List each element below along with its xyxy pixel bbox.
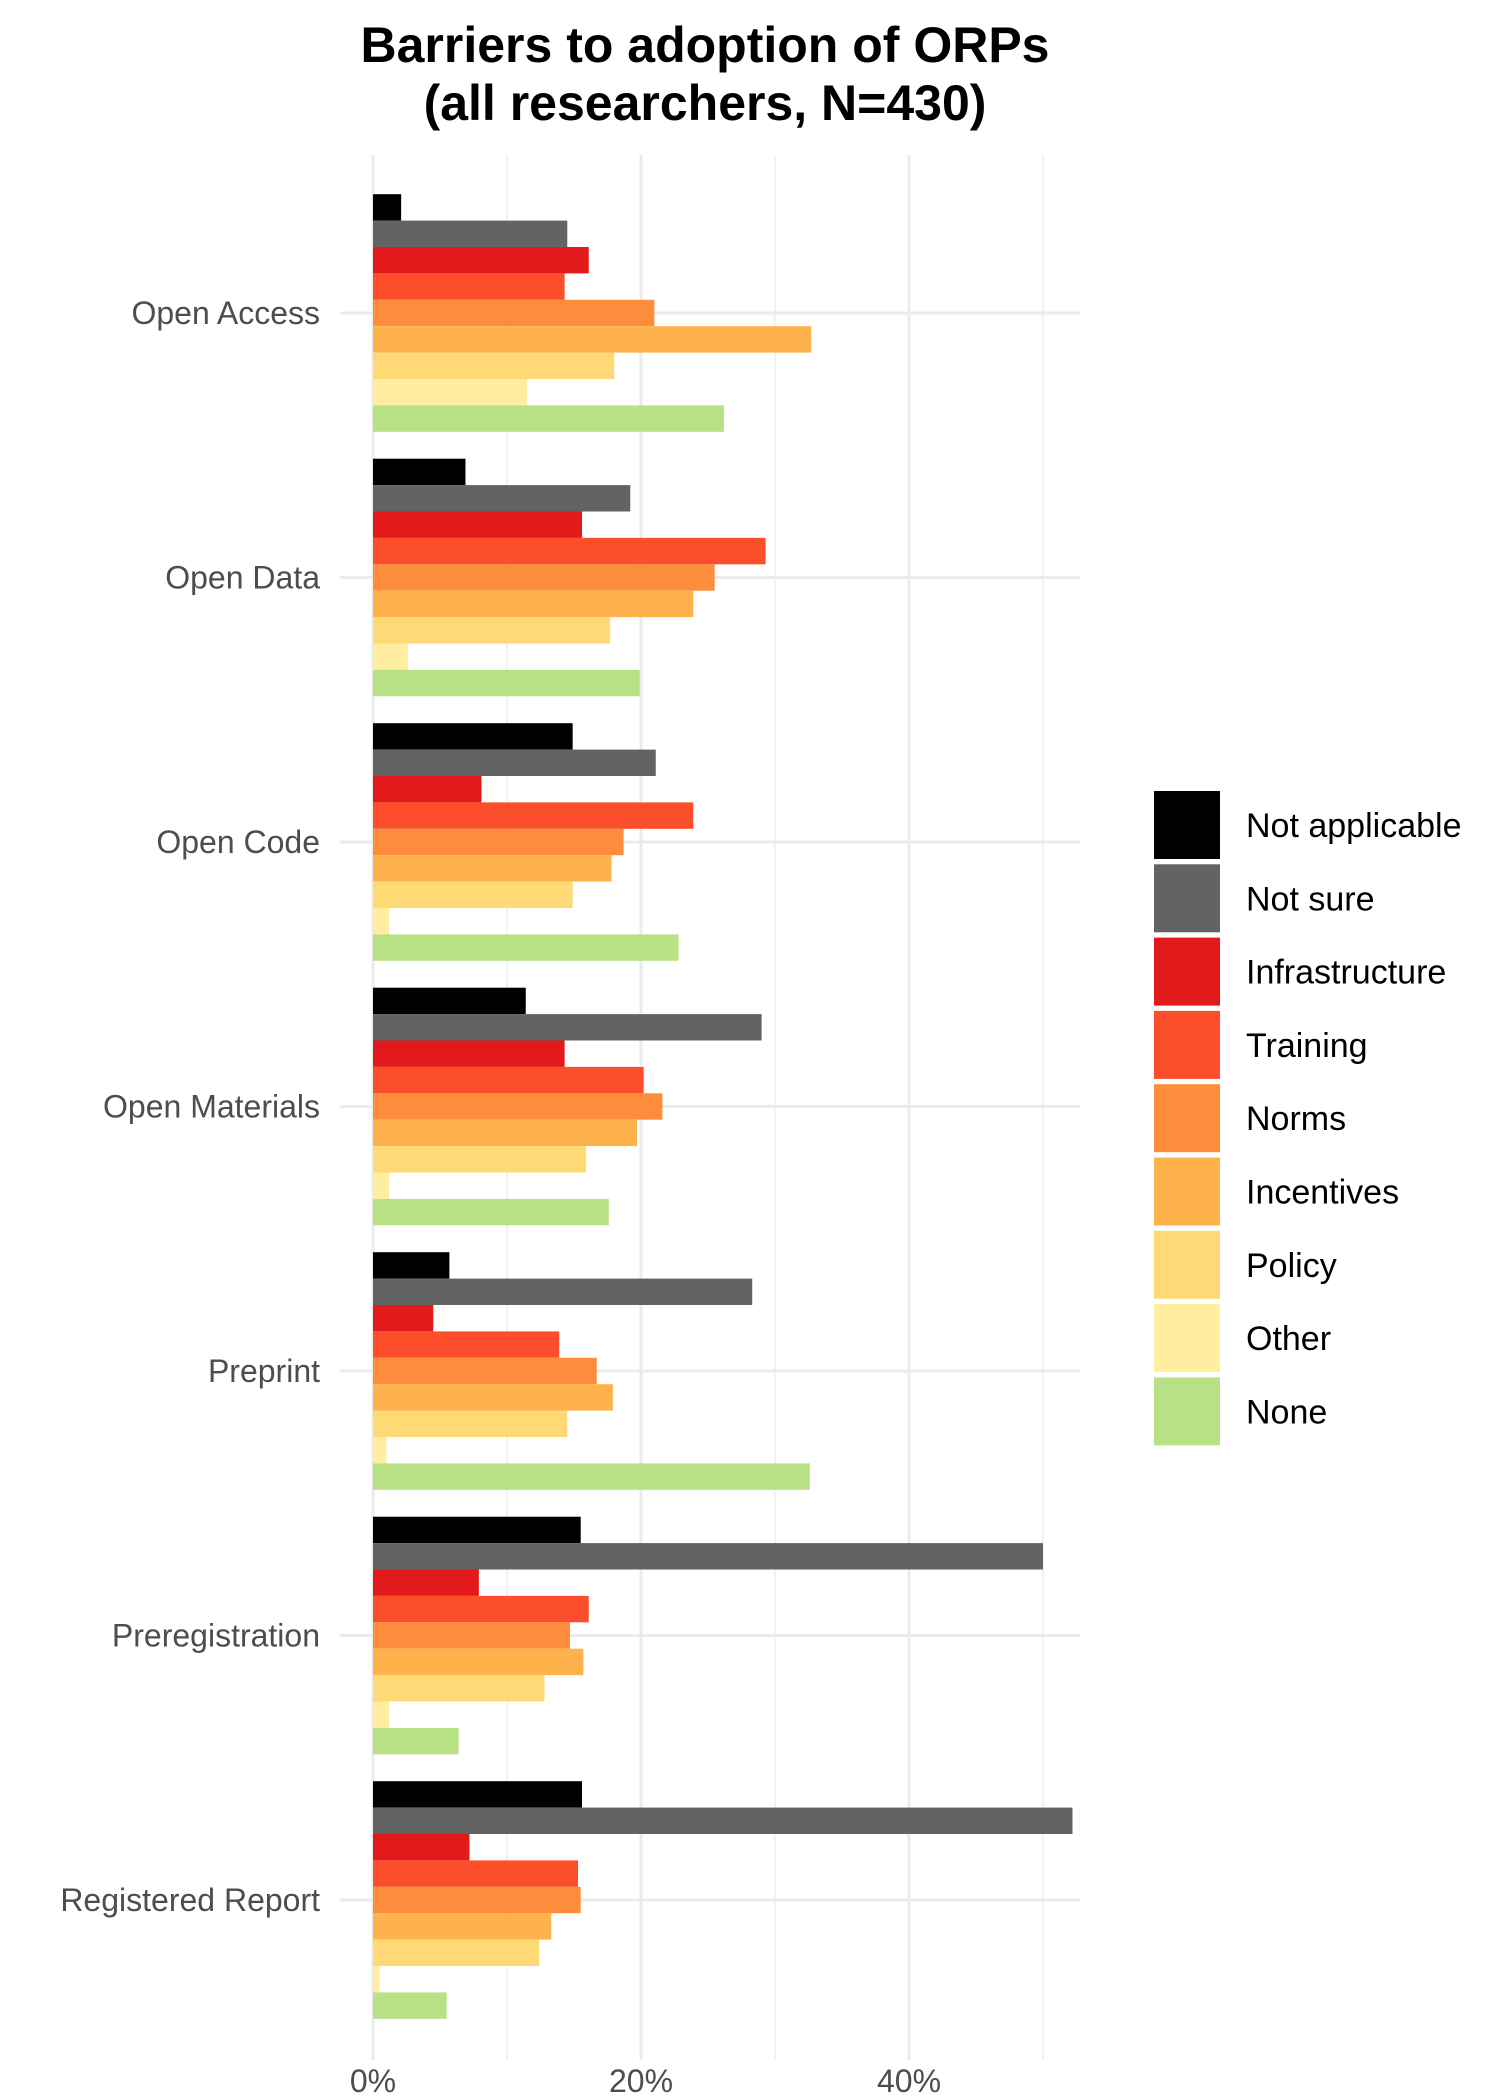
- category-label-open-code: Open Code: [156, 824, 320, 860]
- bar-open-materials-policy: [373, 1146, 587, 1173]
- bar-preregistration-infrastructure: [373, 1569, 479, 1596]
- bar-open-data-other: [373, 643, 408, 670]
- bar-preprint-not-sure: [373, 1278, 753, 1305]
- category-labels: Open Access Open Data Open Code Open Materi…: [60, 295, 320, 1918]
- legend-key-other: [1152, 1302, 1222, 1375]
- legend-key-incentives: [1152, 1155, 1222, 1228]
- bar-registered-report-not-sure: [373, 1807, 1073, 1834]
- bar-open-materials-not-applicable: [373, 987, 526, 1015]
- bar-registered-report-other: [373, 1966, 380, 1993]
- legend-key-not-sure: [1152, 862, 1222, 935]
- category-label-preprint: Preprint: [208, 1353, 320, 1389]
- x-tick-label: 20%: [609, 2063, 673, 2099]
- bar-open-data-infrastructure: [373, 511, 583, 538]
- bar-preprint-norms: [373, 1357, 597, 1385]
- legend-label-policy: Policy: [1246, 1247, 1337, 1285]
- category-label-preregistration: Preregistration: [112, 1618, 320, 1654]
- bar-open-materials-incentives: [373, 1119, 637, 1147]
- bar-open-access-other: [373, 379, 528, 406]
- bar-open-code-not-applicable: [373, 723, 573, 750]
- bar-open-code-infrastructure: [373, 776, 482, 803]
- bar-open-data-not-applicable: [373, 458, 466, 486]
- bar-preprint-policy: [373, 1410, 568, 1437]
- category-label-open-materials: Open Materials: [103, 1089, 320, 1125]
- chart-subtitle: (all researchers, N=430): [424, 75, 987, 131]
- bar-open-access-policy: [373, 352, 615, 379]
- bar-open-access-none: [373, 405, 725, 432]
- bar-open-materials-norms: [373, 1093, 663, 1120]
- legend-key-infrastructure: [1152, 935, 1222, 1008]
- legend-key-training: [1152, 1008, 1222, 1081]
- bar-open-materials-infrastructure: [373, 1040, 565, 1067]
- legend-key-policy: [1152, 1228, 1222, 1301]
- bar-open-code-incentives: [373, 855, 612, 882]
- bar-open-materials-none: [373, 1198, 609, 1226]
- bar-open-code-other: [373, 908, 390, 935]
- legend-label-incentives: Incentives: [1246, 1174, 1399, 1212]
- bar-registered-report-policy: [373, 1939, 540, 1966]
- bar-preprint-incentives: [373, 1384, 613, 1411]
- bar-open-materials-training: [373, 1066, 644, 1094]
- bar-preprint-other: [373, 1437, 387, 1464]
- legend-label-training: Training: [1246, 1027, 1368, 1065]
- bar-open-access-infrastructure: [373, 247, 589, 274]
- legend-label-infrastructure: Infrastructure: [1246, 954, 1446, 992]
- bar-open-code-none: [373, 934, 679, 961]
- bar-open-data-norms: [373, 564, 715, 591]
- bar-open-data-training: [373, 537, 766, 565]
- bar-open-code-not-sure: [373, 749, 656, 776]
- bar-preprint-none: [373, 1463, 810, 1490]
- bar-preprint-infrastructure: [373, 1305, 434, 1332]
- bar-preprint-not-applicable: [373, 1252, 450, 1279]
- bar-open-code-policy: [373, 881, 573, 908]
- bar-open-code-norms: [373, 828, 624, 856]
- bar-registered-report-none: [373, 1992, 447, 2019]
- bar-registered-report-norms: [373, 1886, 581, 1914]
- bar-preprint-training: [373, 1331, 560, 1358]
- bar-open-access-not-sure: [373, 220, 568, 247]
- legend-key-not-applicable: [1152, 789, 1222, 861]
- bar-registered-report-training: [373, 1860, 579, 1887]
- bar-preregistration-not-applicable: [373, 1516, 581, 1544]
- bar-preregistration-not-sure: [373, 1543, 1043, 1570]
- bar-registered-report-infrastructure: [373, 1834, 470, 1861]
- bar-registered-report-incentives: [373, 1913, 552, 1940]
- legend-label-other: Other: [1246, 1320, 1331, 1358]
- legend-label-norms: Norms: [1246, 1100, 1346, 1138]
- x-axis-tick-labels: 0% 20% 40%: [350, 2063, 941, 2099]
- bar-preregistration-policy: [373, 1675, 545, 1702]
- bar-open-access-norms: [373, 299, 655, 327]
- bar-open-code-training: [373, 802, 694, 829]
- bar-open-data-policy: [373, 617, 611, 644]
- bar-registered-report-not-applicable: [373, 1781, 583, 1808]
- bar-preregistration-norms: [373, 1622, 570, 1649]
- bar-open-access-incentives: [373, 326, 812, 353]
- x-tick-label: 40%: [877, 2063, 941, 2099]
- bar-preregistration-none: [373, 1727, 459, 1755]
- legend: Not applicable Not sure Infrastructure Trai…: [1152, 789, 1461, 1448]
- category-label-registered-report: Registered Report: [60, 1882, 320, 1918]
- bar-open-data-incentives: [373, 590, 694, 618]
- legend-label-none: None: [1246, 1393, 1327, 1431]
- legend-key-none: [1152, 1375, 1222, 1448]
- bar-preregistration-incentives: [373, 1648, 584, 1676]
- legend-label-not-applicable: Not applicable: [1246, 807, 1461, 845]
- bars: [373, 194, 1073, 2019]
- bar-open-access-training: [373, 273, 565, 300]
- legend-key-norms: [1152, 1082, 1222, 1155]
- bar-preregistration-other: [373, 1701, 390, 1728]
- bar-open-access-not-applicable: [373, 194, 402, 221]
- bar-open-data-not-sure: [373, 485, 631, 512]
- bar-preregistration-training: [373, 1595, 589, 1623]
- category-label-open-data: Open Data: [165, 560, 320, 596]
- bar-open-materials-not-sure: [373, 1014, 762, 1041]
- category-label-open-access: Open Access: [131, 295, 320, 331]
- legend-label-not-sure: Not sure: [1246, 880, 1375, 918]
- x-tick-label: 0%: [350, 2063, 396, 2099]
- bar-open-materials-other: [373, 1172, 390, 1199]
- bar-open-data-none: [373, 669, 640, 697]
- chart-title: Barriers to adoption of ORPs: [361, 17, 1050, 73]
